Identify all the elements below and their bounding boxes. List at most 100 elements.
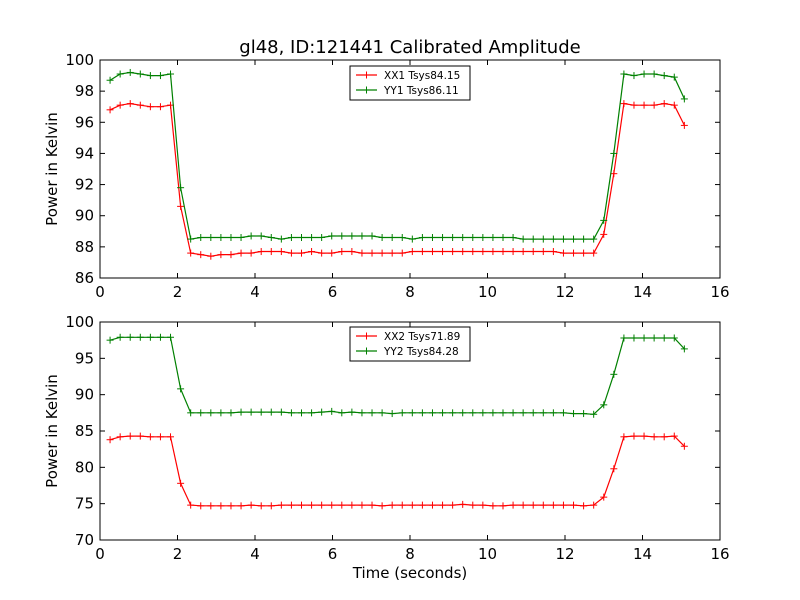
y-tick-label: 96 — [75, 113, 94, 131]
data-point — [449, 501, 457, 509]
data-point — [156, 333, 164, 341]
x-tick-label: 6 — [328, 545, 338, 563]
data-point — [408, 248, 416, 256]
data-point — [670, 73, 678, 81]
y-tick-label: 94 — [75, 144, 94, 162]
data-point — [227, 502, 235, 510]
data-point — [177, 184, 185, 192]
data-point — [187, 235, 195, 243]
data-point — [469, 234, 477, 242]
data-point — [378, 502, 386, 510]
data-point — [439, 234, 447, 242]
data-point — [247, 501, 255, 509]
data-point — [308, 248, 316, 256]
data-point — [590, 249, 598, 257]
data-point — [378, 409, 386, 417]
data-point — [398, 234, 406, 242]
y-tick-label: 88 — [75, 238, 94, 256]
data-point — [580, 502, 588, 510]
data-point — [146, 333, 154, 341]
data-point — [600, 216, 608, 224]
data-point — [237, 502, 245, 510]
y-tick-label: 75 — [75, 495, 94, 513]
data-point — [519, 235, 527, 243]
data-point — [660, 334, 668, 342]
data-point — [257, 502, 265, 510]
y-tick-label: 98 — [75, 82, 94, 100]
data-point — [539, 501, 547, 509]
data-point — [549, 409, 557, 417]
data-point — [257, 232, 265, 240]
data-point — [267, 502, 275, 510]
data-point — [570, 235, 578, 243]
data-point — [459, 500, 467, 508]
y-tick-label: 90 — [75, 386, 94, 404]
series-yy2 — [106, 333, 688, 418]
data-point — [680, 442, 688, 450]
data-point — [308, 501, 316, 509]
data-point — [257, 408, 265, 416]
data-point — [620, 100, 628, 108]
y-tick-label: 90 — [75, 207, 94, 225]
data-point — [469, 409, 477, 417]
data-point — [529, 501, 537, 509]
data-point — [217, 251, 225, 259]
data-point — [489, 234, 497, 242]
data-point — [287, 234, 295, 242]
series-xx1 — [106, 100, 688, 260]
data-point — [529, 248, 537, 256]
data-point — [217, 234, 225, 242]
legend-label: XX2 Tsys71.89 — [384, 331, 460, 343]
legend-label: XX1 Tsys84.15 — [384, 70, 460, 82]
data-point — [590, 410, 598, 418]
data-point — [570, 249, 578, 257]
data-point — [670, 432, 678, 440]
data-point — [620, 433, 628, 441]
data-point — [620, 334, 628, 342]
data-point — [418, 409, 426, 417]
data-point — [177, 479, 185, 487]
data-point — [570, 501, 578, 509]
data-point — [126, 100, 134, 108]
data-point — [298, 249, 305, 257]
x-tick-label: 14 — [633, 545, 652, 563]
legend-label: YY2 Tsys84.28 — [383, 346, 459, 358]
data-point — [116, 101, 124, 109]
data-point — [247, 408, 255, 416]
data-point — [529, 235, 537, 243]
x-tick-label: 14 — [633, 283, 652, 301]
data-point — [519, 409, 527, 417]
data-point — [418, 234, 426, 242]
data-point — [116, 333, 124, 341]
data-point — [479, 501, 487, 509]
data-point — [459, 409, 467, 417]
data-point — [368, 232, 376, 240]
data-point — [489, 502, 497, 510]
data-point — [287, 501, 295, 509]
series-xx2 — [106, 432, 688, 510]
data-point — [136, 333, 144, 341]
data-point — [177, 202, 185, 210]
x-tick-label: 4 — [250, 283, 260, 301]
data-point — [136, 432, 144, 440]
data-point — [600, 401, 608, 409]
data-point — [469, 248, 477, 256]
data-point — [146, 433, 154, 441]
data-point — [428, 501, 436, 509]
data-point — [418, 248, 426, 256]
data-point — [660, 100, 668, 108]
data-point — [549, 248, 557, 256]
data-point — [106, 336, 114, 344]
data-point — [640, 101, 648, 109]
y-tick-label: 86 — [75, 269, 94, 287]
data-point — [267, 248, 275, 256]
data-point — [388, 501, 396, 509]
data-point — [459, 234, 467, 242]
legend: XX2 Tsys71.89 YY2 Tsys84.28 — [349, 326, 471, 362]
data-point — [167, 70, 175, 78]
x-tick-label: 4 — [250, 545, 260, 563]
data-point — [318, 501, 326, 509]
data-point — [539, 248, 547, 256]
data-point — [267, 234, 275, 242]
series-line — [109, 336, 685, 415]
